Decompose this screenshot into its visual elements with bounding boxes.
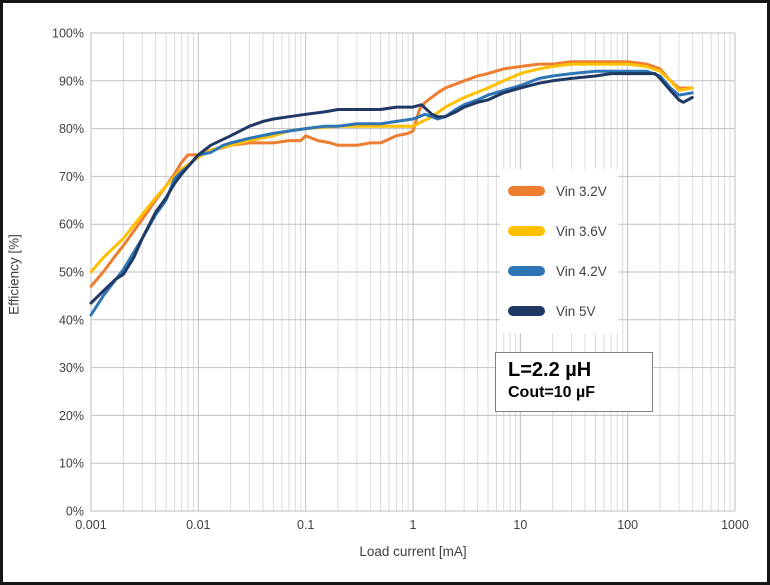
x-tick-label: 1000 — [721, 518, 749, 532]
legend-swatch — [508, 186, 545, 196]
legend-swatch — [508, 266, 545, 276]
y-tick-label: 80% — [59, 122, 84, 136]
annotation-inductance: L=2.2 µH — [508, 359, 592, 381]
x-tick-label: 10 — [513, 518, 527, 532]
legend-swatch — [508, 306, 545, 316]
legend-swatch — [508, 226, 545, 236]
y-axis-title: Efficiency [%] — [6, 234, 22, 315]
legend-item-vin-4-2v: Vin 4.2V — [500, 251, 618, 291]
y-tick-label: 40% — [59, 313, 84, 327]
series-line-vin-3-2v — [89, 60, 694, 288]
annotation-capacitance: Cout=10 µF — [508, 384, 596, 401]
legend: Vin 3.2V Vin 3.6V Vin 4.2V Vin 5V — [500, 169, 618, 333]
y-tick-label: 10% — [59, 457, 84, 471]
x-tick-label: 0.1 — [297, 518, 314, 532]
x-tick-label: 100 — [617, 518, 638, 532]
legend-label: Vin 4.2V — [556, 263, 607, 279]
chart-svg: 0.001 0.01 0.1 1 10 100 1000 0% 10% 20% 30% 40% 50% 6… — [52, 27, 749, 533]
legend-label: Vin 3.2V — [556, 183, 607, 199]
x-tick-label: 1 — [410, 518, 417, 532]
y-tick-label: 50% — [59, 266, 84, 280]
legend-item-vin-3-6v: Vin 3.6V — [500, 211, 618, 251]
legend-label: Vin 3.6V — [556, 223, 607, 239]
x-tick-label: 0.001 — [75, 518, 106, 532]
legend-item-vin-3-2v: Vin 3.2V — [500, 171, 618, 211]
series-line-vin-5v — [89, 72, 694, 305]
y-tick-label: 90% — [59, 74, 84, 88]
x-axis-title: Load current [mA] — [359, 544, 467, 559]
y-tick-label: 0% — [66, 505, 84, 519]
legend-label: Vin 5V — [556, 303, 596, 319]
legend-item-vin-5v: Vin 5V — [500, 291, 618, 331]
y-tick-label: 70% — [59, 170, 84, 184]
y-tick-label: 100% — [52, 27, 84, 41]
annotation-box: L=2.2 µH Cout=10 µF — [495, 352, 653, 412]
y-tick-label: 60% — [59, 218, 84, 232]
y-tick-label: 30% — [59, 361, 84, 375]
x-tick-label: 0.01 — [186, 518, 210, 532]
y-tick-label: 20% — [59, 409, 84, 423]
